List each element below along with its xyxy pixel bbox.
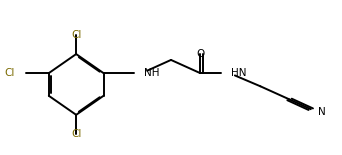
Text: NH: NH [144, 68, 159, 78]
Text: O: O [196, 49, 204, 59]
Text: Cl: Cl [71, 30, 81, 40]
Text: HN: HN [231, 68, 247, 78]
Text: N: N [318, 107, 326, 117]
Text: Cl: Cl [5, 68, 15, 78]
Text: Cl: Cl [71, 129, 81, 139]
